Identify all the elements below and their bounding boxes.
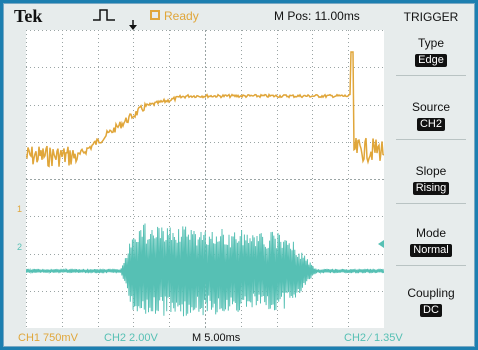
coupling-value: DC <box>420 304 442 317</box>
main-position-readout: M Pos: 11.00ms <box>274 9 360 23</box>
type-label: Type <box>417 36 444 50</box>
menu-divider <box>396 75 466 76</box>
oscilloscope-screen: Tek Ready M Pos: 11.00ms 1 2 CH1 750mV C… <box>3 3 475 347</box>
source-value: CH2 <box>416 118 445 131</box>
acquisition-status: Ready <box>164 9 199 23</box>
type-value: Edge <box>415 54 447 67</box>
menu-item-type[interactable]: Type Edge <box>388 36 474 76</box>
channel-readout-bar: CH1 750mV CH2 2.00V M 5.00ms CH2 ∕ 1.35V <box>4 330 476 348</box>
menu-divider <box>396 265 466 266</box>
mode-value: Normal <box>410 244 452 257</box>
menu-divider <box>396 139 466 140</box>
menu-item-mode[interactable]: Mode Normal <box>388 226 474 266</box>
status-bar: Tek Ready M Pos: 11.00ms <box>4 4 388 30</box>
ch2-ground-marker: 2 <box>17 242 23 252</box>
slope-label: Slope <box>415 164 447 178</box>
menu-title: TRIGGER <box>403 10 459 24</box>
brand-logo: Tek <box>14 6 43 26</box>
run-acquire-icon <box>93 9 115 21</box>
coupling-label: Coupling <box>407 286 455 300</box>
menu-divider <box>396 203 466 204</box>
source-label: Source <box>411 100 451 114</box>
menu-item-coupling[interactable]: Coupling DC <box>388 286 474 318</box>
ch1-waveform <box>26 51 384 168</box>
waveform-graticule <box>26 30 384 328</box>
ch1-scale: CH1 750mV <box>18 332 78 344</box>
menu-item-slope[interactable]: Slope Rising <box>388 164 474 204</box>
ch2-waveform <box>26 223 384 317</box>
trigger-position-icon <box>129 20 137 30</box>
ready-status-icon <box>150 10 160 20</box>
slope-value: Rising <box>412 182 450 195</box>
mode-label: Mode <box>415 226 447 240</box>
trigger-readout: CH2 ∕ 1.35V <box>344 332 403 344</box>
trigger-menu: TRIGGER Type Edge Source CH2 Slope Risin… <box>388 4 474 330</box>
timebase-readout: M 5.00ms <box>192 332 241 344</box>
ch2-scale: CH2 2.00V <box>104 332 158 344</box>
trigger-level-marker <box>378 240 384 248</box>
ch1-ground-marker: 1 <box>17 204 23 214</box>
menu-item-source[interactable]: Source CH2 <box>388 100 474 140</box>
